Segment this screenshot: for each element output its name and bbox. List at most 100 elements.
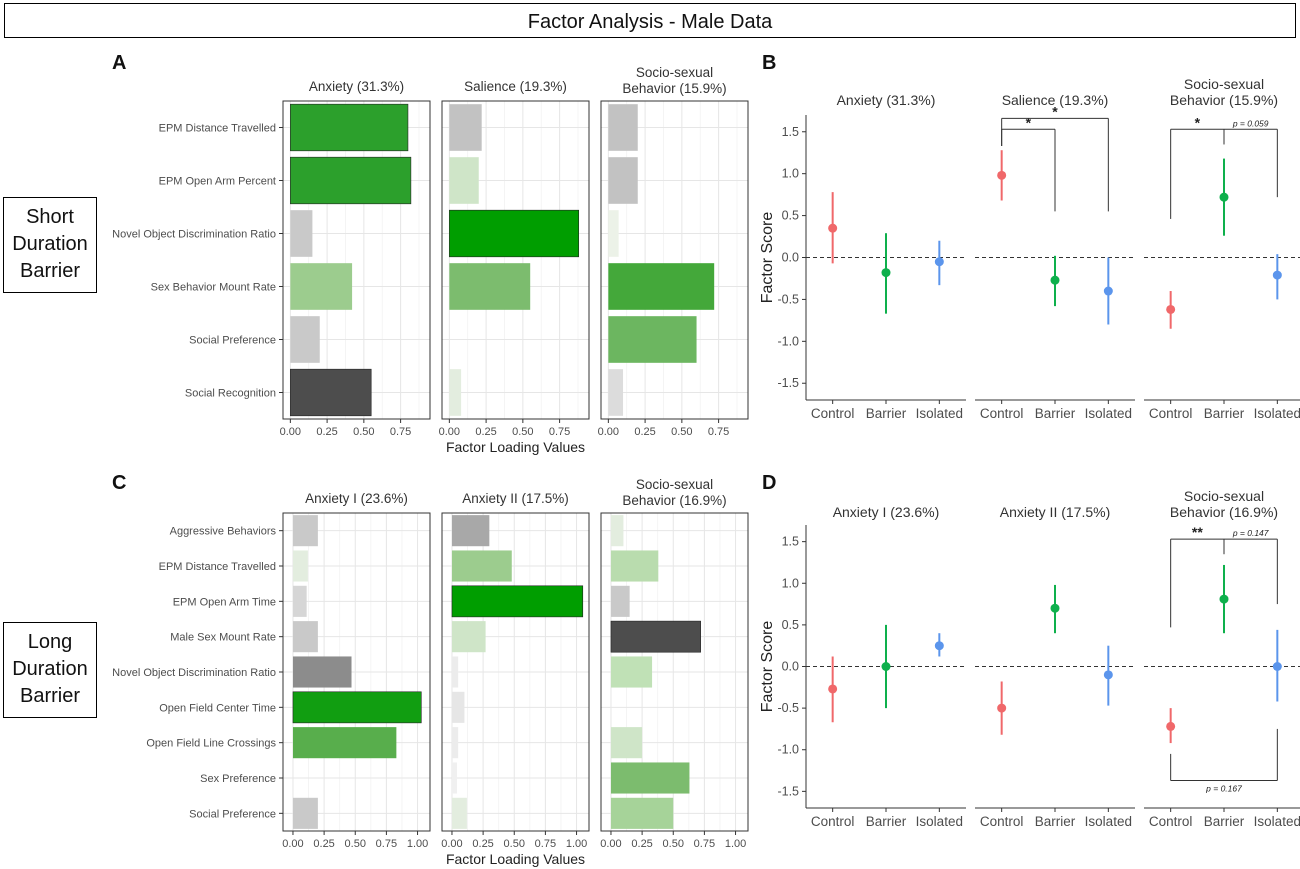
x-tick-label: Isolated — [1254, 406, 1300, 421]
x-tick-label: 0.25 — [316, 426, 337, 438]
panel-letter-d: D — [762, 472, 777, 494]
x-tick-label: 0.50 — [345, 838, 366, 850]
x-tick-label: 0.25 — [472, 838, 493, 850]
bar — [451, 797, 467, 829]
x-tick-label: 0.75 — [390, 426, 411, 438]
bar — [451, 762, 457, 794]
row-label-short-duration-barrier: Short Duration Barrier — [3, 197, 97, 293]
bar — [449, 104, 482, 151]
bar — [292, 727, 397, 759]
data-point — [1166, 304, 1176, 314]
significance-label: * — [1026, 114, 1032, 130]
facet-title: Behavior (15.9%) — [622, 81, 726, 96]
facet-border — [600, 100, 749, 420]
bar — [290, 316, 320, 363]
y-tick-label: 1.0 — [782, 167, 799, 181]
facet-title: Anxiety (31.3%) — [837, 92, 936, 108]
facet-border — [441, 100, 590, 420]
facet-title: Socio-sexual — [636, 65, 713, 80]
x-tick-label: Control — [980, 814, 1024, 829]
category-label: Sex Preference — [200, 773, 276, 785]
bar — [608, 316, 697, 363]
bar — [292, 797, 318, 829]
facet-title: Socio-sexual — [1184, 76, 1264, 92]
bar — [449, 263, 531, 310]
x-tick-label: 0.00 — [600, 838, 621, 850]
x-tick-label: 1.00 — [566, 838, 587, 850]
panel-letter-c: C — [112, 472, 127, 494]
bar — [451, 691, 465, 723]
x-tick-label: 0.50 — [512, 426, 533, 438]
y-axis-title: Factor Score — [759, 621, 776, 713]
data-point — [934, 257, 944, 267]
bar — [610, 656, 653, 688]
x-tick-label: 1.00 — [725, 838, 746, 850]
bar — [292, 691, 422, 724]
x-tick-label: 0.00 — [280, 426, 301, 438]
bar — [451, 621, 486, 653]
row-label-line: Duration — [12, 658, 88, 680]
y-tick-label: 1.5 — [782, 125, 799, 139]
panel-letter-b: B — [762, 52, 777, 74]
facet-title: Anxiety I (23.6%) — [833, 504, 940, 520]
data-point — [1219, 594, 1229, 604]
bar — [608, 104, 638, 151]
bar — [290, 210, 313, 257]
x-tick-label: Control — [1149, 406, 1193, 421]
category-label: Open Field Line Crossings — [146, 738, 276, 750]
category-label: Novel Object Discrimination Ratio — [112, 667, 276, 679]
y-axis-title: Factor Score — [759, 212, 776, 304]
category-label: EPM Distance Travelled — [159, 561, 276, 573]
x-tick-label: 1.00 — [407, 838, 428, 850]
bar — [610, 620, 701, 653]
x-tick-label: 0.25 — [631, 838, 652, 850]
bar — [610, 762, 690, 794]
row-label-long-duration-barrier: Long Duration Barrier — [3, 622, 97, 718]
x-axis-title: Factor Loading Values — [446, 851, 585, 867]
x-tick-label: 0.75 — [535, 838, 556, 850]
x-tick-label: Control — [811, 814, 855, 829]
x-tick-label: Isolated — [1254, 814, 1300, 829]
row-label-line: Long — [27, 631, 73, 653]
y-tick-label: -1.0 — [777, 334, 799, 348]
bar — [449, 157, 479, 204]
x-tick-label: 0.25 — [634, 426, 655, 438]
x-tick-label: Isolated — [916, 406, 963, 421]
category-label: Sex Behavior Mount Rate — [151, 282, 276, 294]
data-point — [1050, 603, 1060, 613]
significance-label: * — [1195, 114, 1201, 130]
x-tick-label: 0.00 — [439, 426, 460, 438]
x-tick-label: Isolated — [1085, 406, 1132, 421]
x-tick-label: Barrier — [866, 814, 907, 829]
data-point — [1272, 270, 1282, 280]
row-label-line: Duration — [12, 233, 88, 255]
x-tick-label: 0.00 — [282, 838, 303, 850]
x-tick-label: Barrier — [1035, 814, 1076, 829]
facet-title: Behavior (16.9%) — [1170, 504, 1278, 520]
facet-title: Anxiety II (17.5%) — [462, 491, 569, 506]
category-label: Social Preference — [189, 808, 276, 820]
bar — [290, 103, 409, 152]
bar — [610, 515, 624, 547]
bar — [451, 727, 459, 759]
figure-title-box: Factor Analysis - Male Data — [4, 3, 1296, 38]
bar — [608, 263, 715, 310]
x-tick-label: 0.25 — [313, 838, 334, 850]
data-point — [881, 268, 891, 278]
bar — [608, 210, 619, 257]
bar — [610, 727, 643, 759]
data-point — [997, 703, 1007, 713]
bar — [451, 656, 459, 688]
significance-label: p = 0.147 — [1232, 528, 1269, 538]
x-tick-label: 0.75 — [694, 838, 715, 850]
data-point — [1103, 286, 1113, 296]
x-tick-label: 0.00 — [441, 838, 462, 850]
significance-label: ** — [1192, 524, 1203, 540]
y-tick-label: -1.5 — [777, 784, 799, 798]
row-label-line: Short — [26, 206, 74, 228]
bar — [608, 157, 638, 204]
bar — [610, 797, 674, 829]
data-point — [1272, 662, 1282, 671]
data-point — [828, 684, 838, 694]
